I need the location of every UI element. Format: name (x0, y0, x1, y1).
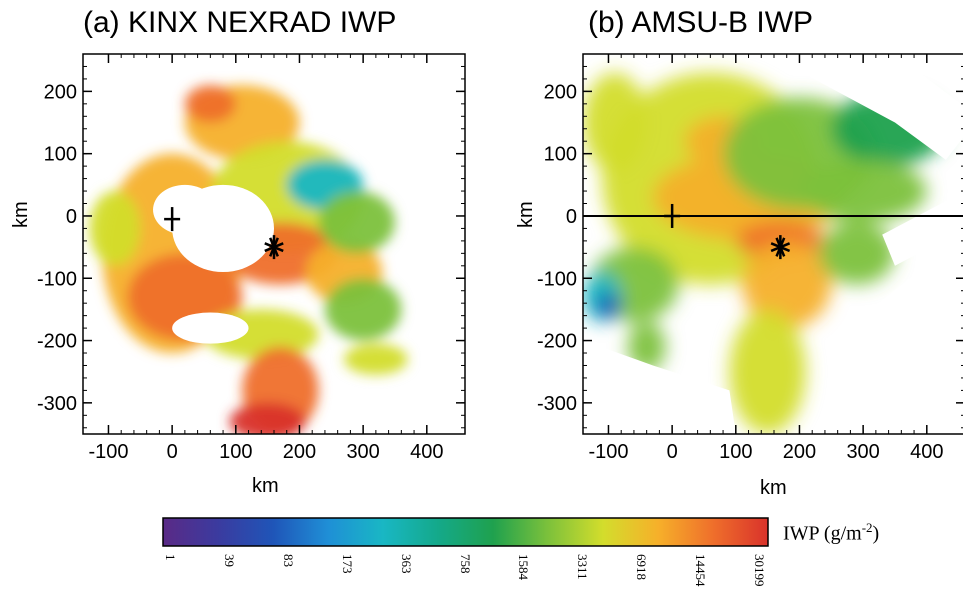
radar-site-marker (664, 203, 681, 228)
iwp-blob (89, 191, 141, 266)
colorbar-tick-label: 173 (339, 554, 355, 574)
colorbar (162, 517, 769, 547)
x-tick-label: 300 (846, 441, 879, 463)
x-tick-label: 100 (219, 441, 252, 463)
colorbar-unit: IWP (g/m-2) (783, 520, 880, 545)
y-tick-label: -200 (37, 331, 77, 353)
no-data-region (767, 54, 963, 160)
colorbar-tick-label: 6918 (634, 554, 650, 580)
iwp-blob (742, 240, 832, 329)
x-tick-label: 200 (783, 441, 816, 463)
y-tick-label: 100 (44, 144, 77, 166)
colorbar-tick-label: 39 (221, 554, 237, 567)
panel-a-xlabel: km (252, 475, 279, 497)
colorbar-tick-label: 1584 (516, 554, 532, 580)
y-tick-label: -100 (37, 268, 77, 290)
colorbar-tick-label: 3311 (575, 554, 591, 580)
colorbar-tick-label: 1 (163, 554, 178, 561)
radar-site-marker (164, 207, 181, 232)
x-tick-label: 400 (410, 441, 443, 463)
no-data-region (882, 192, 963, 266)
x-tick-label: -100 (88, 441, 128, 463)
panel-a-title: (a) KINX NEXRAD IWP (83, 6, 397, 39)
no-data-region (153, 184, 217, 235)
iwp-blob (583, 72, 647, 173)
iwp-blob (229, 402, 306, 434)
panel-b-xlabel: km (760, 477, 787, 499)
x-tick-label: 100 (719, 441, 752, 463)
y-tick-label: -300 (37, 393, 77, 415)
iwp-blob (818, 222, 895, 285)
colorbar-tick-label: 363 (398, 554, 414, 574)
iwp-blob (799, 159, 927, 223)
y-tick-label: 0 (66, 206, 77, 228)
iwp-blob (627, 321, 666, 372)
no-data-region (831, 236, 963, 434)
y-tick-label: -200 (537, 331, 577, 353)
colorbar-tick-label: 83 (280, 554, 296, 567)
x-tick-label: 0 (167, 441, 178, 463)
y-tick-label: 200 (44, 81, 77, 103)
iwp-blob (324, 278, 402, 341)
colorbar-tick-label: 14454 (693, 554, 709, 587)
no-data-region (172, 312, 249, 344)
y-tick-label: -300 (537, 393, 577, 415)
x-tick-label: 200 (283, 441, 316, 463)
x-tick-label: 300 (346, 441, 379, 463)
storm-center-marker (770, 235, 791, 260)
x-tick-label: 0 (667, 441, 678, 463)
colorbar-tick-label: 758 (457, 554, 473, 574)
y-tick-label: 0 (566, 206, 577, 228)
iwp-blob (344, 343, 408, 375)
x-tick-label: -100 (588, 441, 628, 463)
y-tick-label: 200 (544, 81, 577, 103)
y-tick-label: -100 (537, 268, 577, 290)
iwp-blob (318, 191, 395, 254)
iwp-blob (595, 293, 622, 319)
panel-a-field (89, 85, 408, 434)
no-data-region (583, 340, 736, 434)
panel-b-title: (b) AMSU-B IWP (588, 6, 814, 39)
iwp-blob (184, 85, 236, 123)
y-tick-label: 100 (544, 144, 577, 166)
x-tick-label: 400 (910, 441, 943, 463)
iwp-blob (729, 309, 806, 434)
storm-center-marker (264, 235, 284, 260)
colorbar-tick-label: 30199 (752, 554, 767, 587)
